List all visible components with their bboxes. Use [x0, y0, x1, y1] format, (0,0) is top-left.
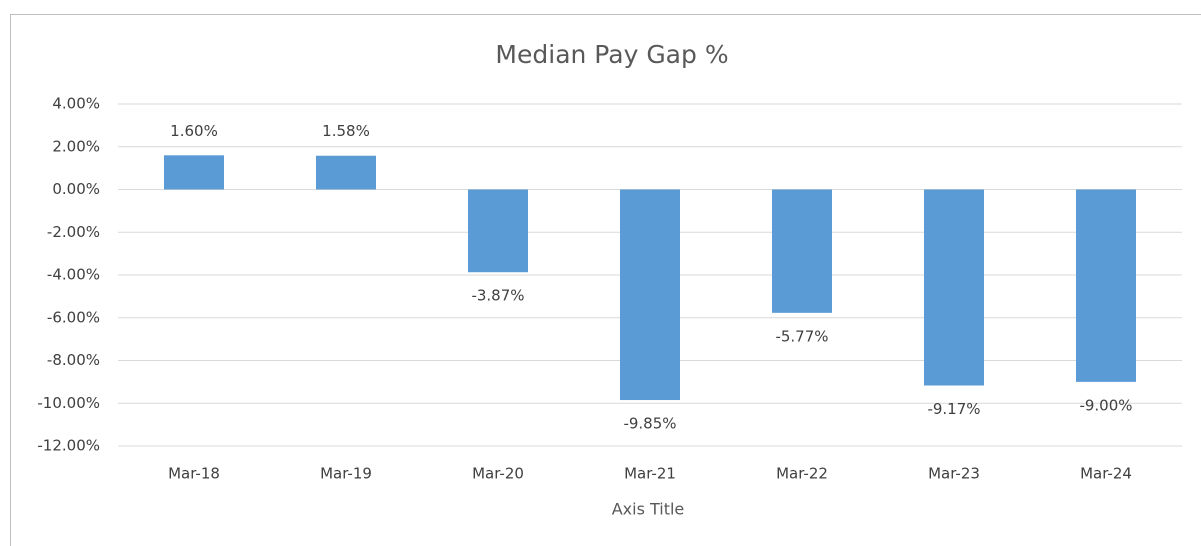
- y-tick-label: -8.00%: [47, 351, 100, 369]
- y-tick-label: 4.00%: [52, 95, 100, 113]
- x-tick-label: Mar-20: [472, 465, 524, 483]
- bar: [164, 155, 224, 190]
- data-label: -3.87%: [471, 287, 524, 305]
- x-tick-label: Mar-18: [168, 465, 220, 483]
- bar: [468, 189, 528, 273]
- x-tick-label: Mar-22: [776, 465, 828, 483]
- chart-title: Median Pay Gap %: [495, 40, 728, 69]
- data-label: 1.58%: [322, 122, 370, 140]
- data-label: 1.60%: [170, 122, 218, 140]
- bar: [924, 189, 984, 386]
- data-label: -5.77%: [775, 327, 828, 345]
- y-tick-label: -10.00%: [37, 394, 100, 412]
- bar: [316, 155, 376, 190]
- bar: [1076, 189, 1136, 382]
- bar: [620, 189, 680, 401]
- y-tick-label: -12.00%: [37, 437, 100, 455]
- bar: [772, 189, 832, 313]
- x-tick-label: Mar-21: [624, 465, 676, 483]
- chart-border: [10, 14, 1201, 546]
- x-tick-label: Mar-24: [1080, 465, 1132, 483]
- y-tick-label: 0.00%: [52, 180, 100, 198]
- x-tick-label: Mar-23: [928, 465, 980, 483]
- data-label: -9.00%: [1079, 396, 1132, 414]
- y-tick-label: -6.00%: [47, 308, 100, 326]
- x-axis-title: Axis Title: [612, 500, 685, 519]
- data-label: -9.17%: [927, 400, 980, 418]
- data-label: -9.85%: [623, 415, 676, 433]
- x-tick-label: Mar-19: [320, 465, 372, 483]
- y-tick-label: -2.00%: [47, 223, 100, 241]
- y-tick-label: 2.00%: [52, 137, 100, 155]
- y-tick-label: -4.00%: [47, 266, 100, 284]
